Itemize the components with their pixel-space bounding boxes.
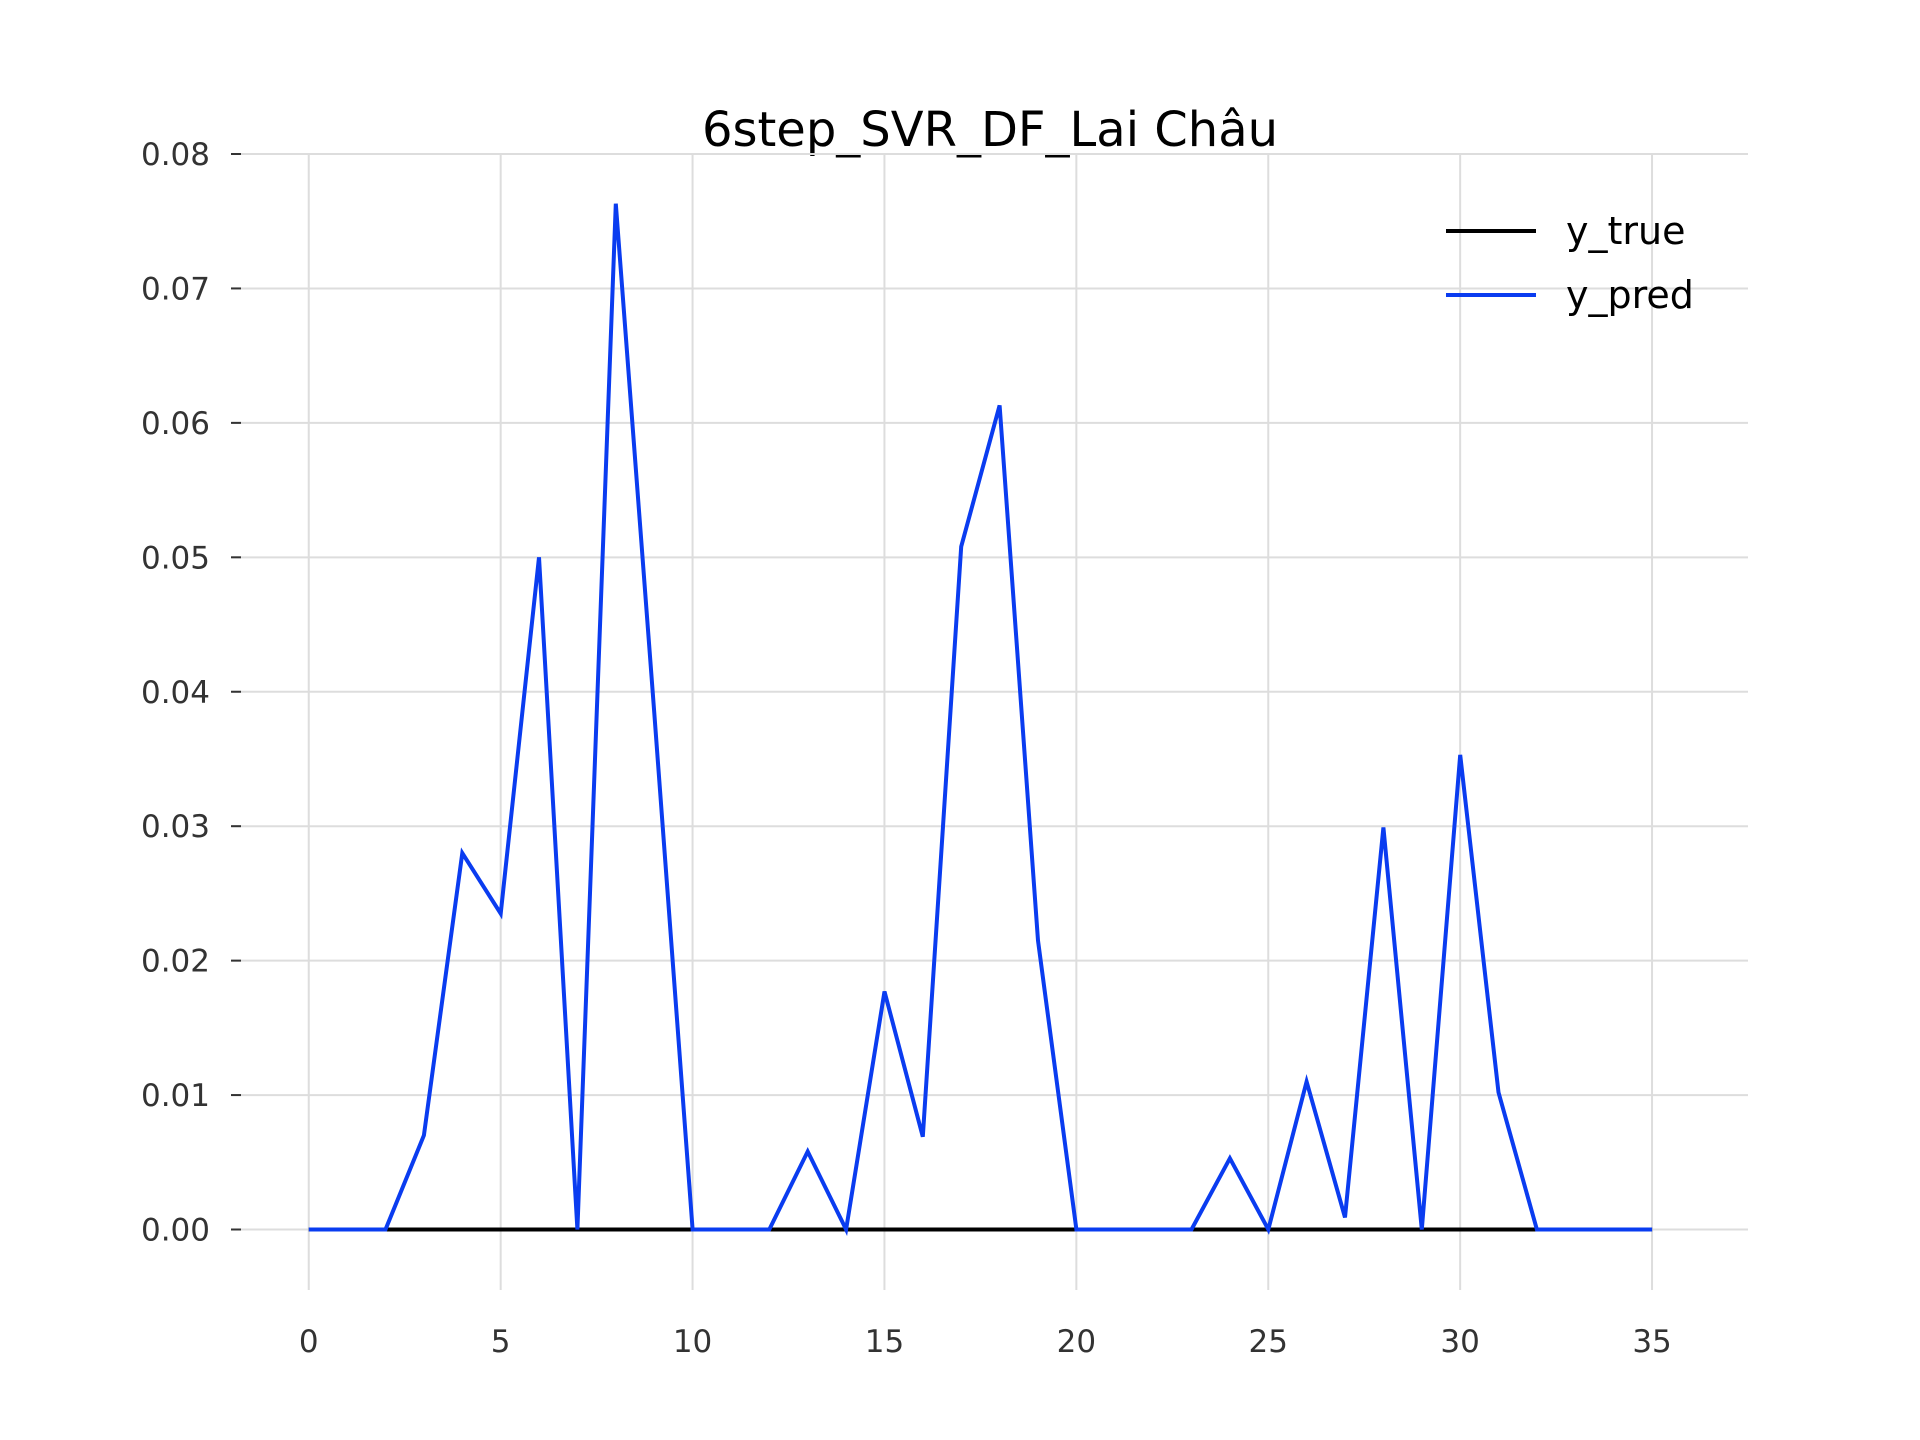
x-tick-label: 0 <box>299 1324 319 1360</box>
x-tick-label: 35 <box>1632 1324 1671 1360</box>
y-tick-label: 0.04 <box>141 675 210 711</box>
y-tick-label: 0.08 <box>141 137 210 173</box>
series-lines <box>308 203 1653 1237</box>
x-axis: 0 5 10 15 20 25 30 35 <box>299 1324 1672 1360</box>
x-tick-label: 30 <box>1440 1324 1479 1360</box>
y-tick-label: 0.02 <box>141 944 210 980</box>
y-tick-label: 0.07 <box>141 271 210 307</box>
x-tick-label: 5 <box>491 1324 511 1360</box>
x-tick-label: 20 <box>1057 1324 1096 1360</box>
chart-title: 6step_SVR_DF_Lai Châu <box>702 102 1278 158</box>
x-tick-label: 15 <box>865 1324 904 1360</box>
y-tick-label: 0.05 <box>141 540 210 576</box>
x-tick-label: 25 <box>1249 1324 1288 1360</box>
y-tick-label: 0.00 <box>141 1213 210 1249</box>
y-tick-label: 0.03 <box>141 809 210 845</box>
legend-label-y-pred: y_pred <box>1566 273 1694 317</box>
legend: y_true y_pred <box>1446 209 1694 317</box>
series-line-y-pred <box>308 203 1653 1237</box>
grid <box>232 153 1748 1290</box>
y-axis: 0.00 0.01 0.02 0.03 0.04 0.05 0.06 0.07 0.08 <box>141 137 241 1249</box>
y-tick-label: 0.06 <box>141 406 210 442</box>
legend-label-y-true: y_true <box>1566 209 1685 253</box>
x-tick-label: 10 <box>673 1324 712 1360</box>
y-tick-label: 0.01 <box>141 1078 210 1114</box>
